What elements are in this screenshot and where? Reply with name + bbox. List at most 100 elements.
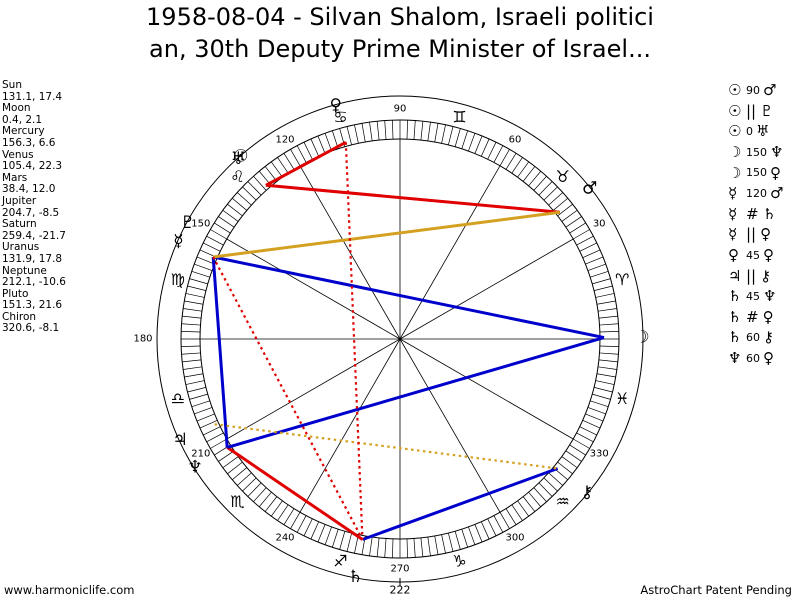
degree-tick: [587, 263, 606, 271]
degree-tick: [181, 331, 201, 333]
parallel-symbol: ||: [746, 101, 757, 120]
degree-tick: [576, 235, 594, 246]
venus-icon: ♀: [760, 225, 772, 244]
degree-tick: [598, 308, 617, 312]
degree-tick: [317, 135, 326, 154]
degree-label: 180: [133, 334, 152, 345]
degree-tick: [181, 352, 201, 355]
aspect-row: ☽ 150 ♆: [728, 142, 788, 163]
aspect-line: [361, 467, 559, 541]
chiron-icon: ⚷: [581, 483, 593, 503]
planet-name: Mars: [2, 171, 28, 184]
degree-tick: [413, 538, 416, 558]
degree-tick: [296, 515, 307, 533]
degree-tick: [585, 256, 604, 265]
degree-tick: [253, 176, 267, 191]
parallel-symbol: ||: [746, 225, 757, 244]
degree-tick: [420, 121, 424, 141]
planet-name: Pluto: [2, 287, 29, 300]
degree-tick: [427, 537, 431, 556]
aspect-row: ☉ 90 ♂: [728, 80, 788, 101]
degree-tick: [227, 203, 243, 217]
mars-icon: ♂: [770, 184, 784, 203]
mercury-icon: ☿: [728, 204, 738, 223]
degree-tick: [598, 315, 618, 319]
degree-tick: [454, 128, 461, 147]
pluto-icon: ♇: [180, 213, 195, 233]
degree-tick: [270, 500, 283, 517]
degree-tick: [218, 450, 235, 462]
libra-icon: ♎: [171, 389, 185, 408]
degree-tick: [538, 482, 553, 497]
planet-name: Moon: [2, 102, 31, 115]
moon-icon: ☽: [728, 143, 742, 162]
saturn-icon: ♄: [728, 307, 742, 326]
degree-tick: [247, 181, 262, 196]
degree-tick: [582, 249, 601, 258]
aspect-angle: 90: [746, 83, 760, 97]
degree-label: 90: [394, 104, 407, 115]
degree-label: 210: [191, 449, 210, 460]
degree-tick: [184, 373, 204, 378]
degree-tick: [511, 157, 523, 174]
degree-tick: [182, 359, 202, 363]
degree-tick: [557, 461, 573, 475]
degree-label: 60: [509, 134, 522, 145]
degree-tick: [582, 420, 601, 429]
degree-tick: [406, 538, 408, 558]
degree-tick: [237, 192, 252, 206]
degree-tick: [590, 270, 609, 278]
degree-label: 330: [590, 449, 609, 460]
division-spoke: [399, 238, 574, 340]
degree-tick: [354, 124, 359, 144]
planet-name: Sun: [2, 79, 22, 91]
degree-tick: [461, 529, 469, 548]
degree-tick: [474, 524, 483, 543]
planet-values: 131.9, 17.8: [2, 252, 63, 265]
degree-tick: [194, 263, 213, 271]
degree-tick: [420, 537, 424, 557]
degree-tick: [181, 323, 201, 326]
degree-tick: [579, 426, 597, 436]
degree-tick: [493, 145, 504, 163]
degree-tick: [184, 300, 204, 305]
sun-icon: ☉: [233, 147, 248, 167]
aspect-line: [214, 423, 558, 470]
degree-tick: [392, 538, 394, 558]
aspect-row: ☉ 0 ♅: [728, 121, 788, 142]
degree-tick: [517, 500, 530, 517]
degree-tick: [533, 487, 547, 502]
degree-tick: [522, 496, 536, 512]
degree-tick: [406, 120, 408, 140]
degree-tick: [592, 393, 611, 400]
aspect-row: ♆ 60 ♀: [728, 348, 788, 369]
division-spoke: [226, 238, 401, 340]
degree-tick: [448, 532, 454, 552]
degree-tick: [189, 278, 208, 285]
degree-tick: [206, 432, 224, 443]
degree-tick: [511, 504, 523, 521]
degree-tick: [214, 222, 231, 234]
division-spoke: [226, 338, 401, 440]
aspect-row: ♄ # ♀: [728, 307, 788, 328]
venus-icon: ♀: [330, 96, 342, 116]
degree-tick: [448, 126, 454, 146]
jupiter-icon: ♃: [173, 430, 188, 450]
degree-tick: [194, 407, 213, 415]
sun-icon: ☉: [728, 101, 742, 120]
degree-tick: [277, 157, 289, 174]
planet-values: 204.7, -8.5: [2, 206, 60, 219]
degree-tick: [189, 393, 208, 400]
degree-tick: [590, 400, 609, 408]
planet-name: Jupiter: [2, 194, 37, 207]
degree-tick: [548, 472, 563, 486]
degree-tick: [569, 222, 586, 234]
venus-icon: ♀: [763, 246, 774, 265]
degree-tick: [427, 122, 431, 141]
degree-tick: [533, 176, 547, 191]
degree-tick: [548, 192, 563, 206]
degree-tick: [283, 508, 295, 525]
degree-tick: [528, 171, 542, 187]
aspect-line: [265, 183, 561, 214]
